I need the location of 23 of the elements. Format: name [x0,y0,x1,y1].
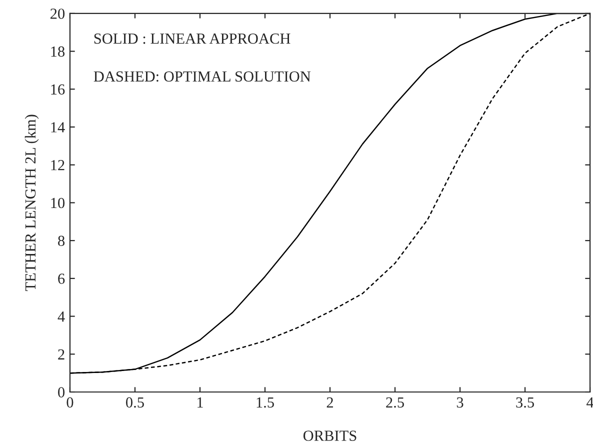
x-tick-label: 2.5 [386,397,404,408]
x-tick-label: 2 [326,397,333,408]
x-tick-label: 1.5 [256,397,274,408]
y-tick-label: 14 [51,122,65,132]
y-tick-label: 2 [58,349,64,360]
y-tick-label: 8 [58,236,65,246]
x-axis-title: ORBITS [303,430,356,441]
x-tick-label: 3.5 [516,397,534,408]
y-tick-label: 4 [58,312,65,322]
annotation: DASHED: OPTIMAL SOLUTION [94,71,311,82]
y-tick-label: 16 [51,84,65,95]
y-tick-label: 18 [51,46,65,57]
y-tick-label: 6 [58,274,65,284]
x-tick-label: 0.5 [126,397,144,408]
y-axis-title: TETHER LENGTH 2L (km) [24,114,39,292]
y-tick-label: 20 [50,8,65,19]
x-tick-label: 3 [456,397,464,408]
y-tick-label: 10 [51,198,65,208]
x-tick-label: 1 [198,397,203,408]
y-tick-label: 0 [58,387,65,398]
y-tick-label: 12 [51,160,64,170]
x-tick-label: 0 [66,397,74,408]
annotation: SOLID : LINEAR APPROACH [94,33,290,44]
